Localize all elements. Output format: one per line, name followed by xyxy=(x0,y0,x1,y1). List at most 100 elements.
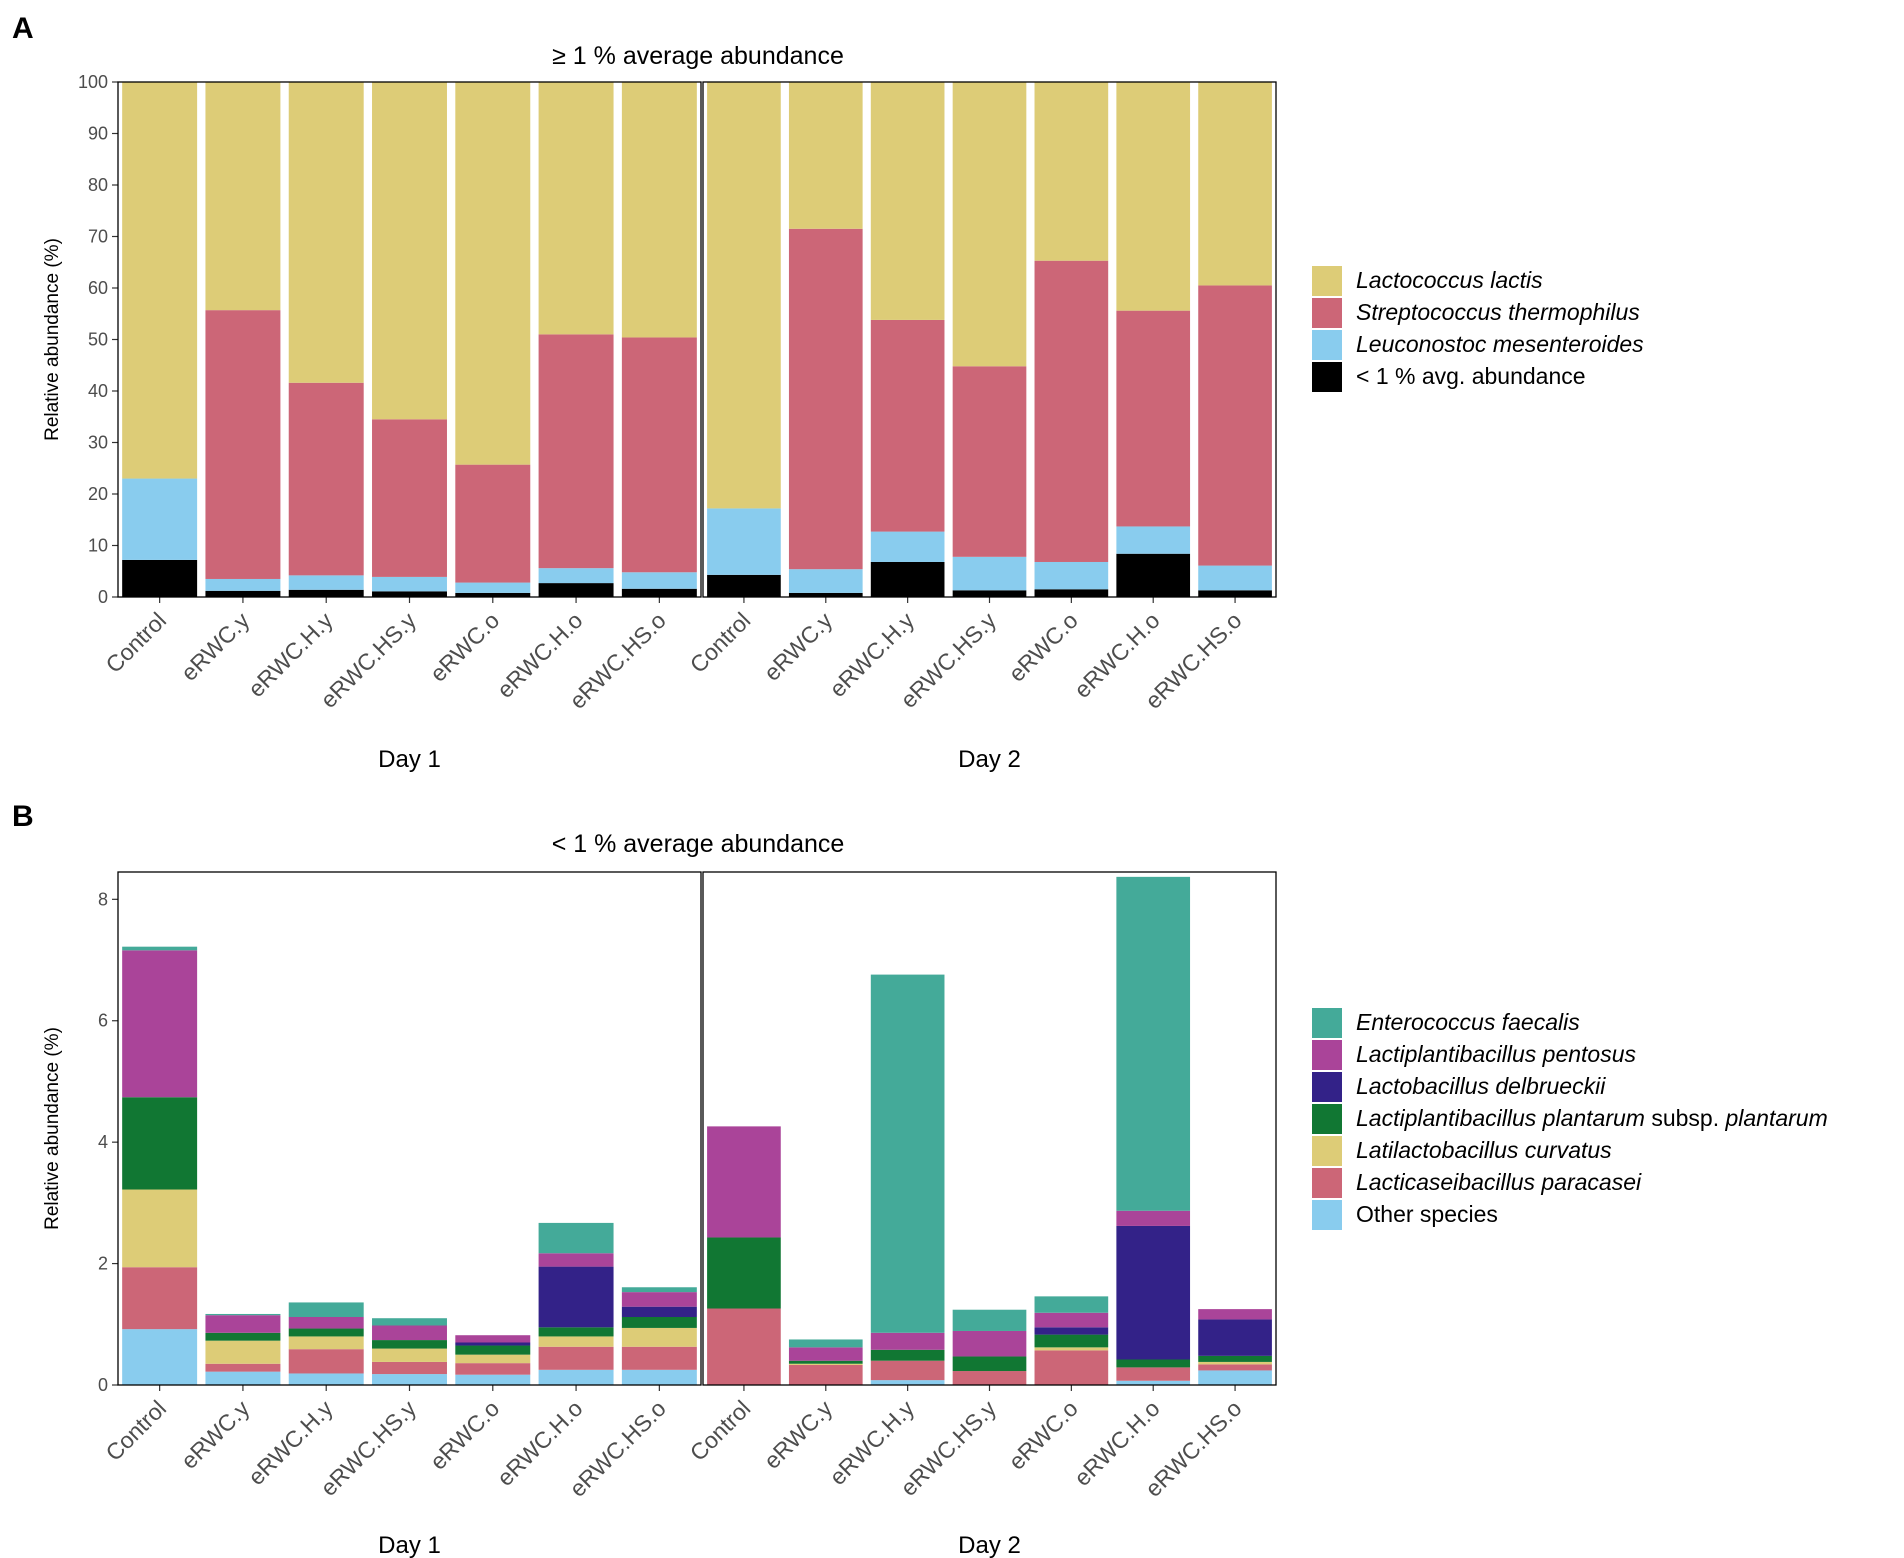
bar-erwc-h-y-lactiplantibacillus-plantarum-subsp-plantarum xyxy=(288,1328,364,1337)
bar-erwc-hs-o-1-avg-abundance xyxy=(1198,590,1272,597)
chart-title: < 1 % average abundance xyxy=(552,830,845,858)
bar-erwc-o-lactococcus-lactis xyxy=(1034,82,1109,261)
legend-swatch xyxy=(1312,1104,1342,1134)
bar-control-leuconostoc-mesenteroides xyxy=(122,478,198,560)
bar-erwc-h-y-1-avg-abundance xyxy=(870,561,945,597)
bar-erwc-y-enterococcus-faecalis xyxy=(205,1313,281,1316)
y-tick-label: 8 xyxy=(98,889,108,909)
bar-erwc-h-o-lactiplantibacillus-pentosus xyxy=(1116,1210,1191,1226)
bar-erwc-h-o-lactobacillus-delbrueckii xyxy=(538,1266,614,1328)
bar-erwc-y-lacticaseibacillus-paracasei xyxy=(205,1363,281,1372)
bar-erwc-hs-o-lacticaseibacillus-paracasei xyxy=(621,1346,697,1370)
legend-entry: Enterococcus faecalis xyxy=(1356,1009,1580,1035)
bar-erwc-hs-o-lactobacillus-delbrueckii xyxy=(621,1306,697,1318)
bar-erwc-o-lacticaseibacillus-paracasei xyxy=(455,1363,531,1375)
bar-erwc-hs-y-streptococcus-thermophilus xyxy=(952,366,1027,557)
y-tick-label: 0 xyxy=(98,1375,108,1395)
bar-erwc-hs-o-1-avg-abundance xyxy=(621,588,697,597)
bar-erwc-hs-y-streptococcus-thermophilus xyxy=(372,419,447,577)
y-tick-label: 0 xyxy=(98,587,108,607)
x-tick-label: eRWC.o xyxy=(1003,1395,1083,1475)
bar-erwc-h-o-other-species xyxy=(538,1369,614,1385)
bar-erwc-o-streptococcus-thermophilus xyxy=(1034,260,1109,562)
x-tick-label: eRWC.y xyxy=(759,607,838,686)
legend-entry: Lactococcus lactis xyxy=(1356,267,1543,293)
y-tick-label: 80 xyxy=(88,175,108,195)
bar-erwc-h-o-streptococcus-thermophilus xyxy=(1116,310,1191,527)
x-tick-label: Control xyxy=(100,1395,171,1466)
bar-erwc-hs-y-leuconostoc-mesenteroides xyxy=(952,556,1027,591)
bar-erwc-hs-o-latilactobacillus-curvatus xyxy=(621,1327,697,1347)
bar-erwc-o-latilactobacillus-curvatus xyxy=(455,1354,531,1364)
legend-swatch xyxy=(1312,1200,1342,1230)
bar-control-enterococcus-faecalis xyxy=(122,946,198,951)
bar-control-lacticaseibacillus-paracasei xyxy=(122,1267,198,1330)
bar-erwc-y-lactiplantibacillus-pentosus xyxy=(205,1315,281,1333)
bar-erwc-o-1-avg-abundance xyxy=(1034,589,1109,597)
bar-erwc-h-o-1-avg-abundance xyxy=(538,583,614,597)
legend-entry: Lacticaseibacillus paracasei xyxy=(1356,1169,1642,1195)
x-tick-label: Control xyxy=(685,607,756,678)
bar-erwc-y-latilactobacillus-curvatus xyxy=(205,1340,281,1364)
bar-erwc-y-1-avg-abundance xyxy=(788,592,863,597)
bar-erwc-hs-y-leuconostoc-mesenteroides xyxy=(372,576,447,592)
chart-title: ≥ 1 % average abundance xyxy=(552,42,844,70)
legend: Lactococcus lactis Streptococcus thermoph… xyxy=(1312,266,1644,392)
bar-erwc-h-y-lactiplantibacillus-plantarum-subsp-plantarum xyxy=(870,1349,945,1361)
facet-frame xyxy=(117,871,702,1386)
bar-erwc-y-1-avg-abundance xyxy=(205,590,281,597)
legend-swatch xyxy=(1312,1136,1342,1166)
legend-entry: Other species xyxy=(1356,1201,1498,1227)
facet-frame xyxy=(117,81,702,598)
bar-erwc-y-streptococcus-thermophilus xyxy=(205,310,281,579)
bar-erwc-hs-y-lactiplantibacillus-plantarum-subsp-plantarum xyxy=(952,1356,1027,1372)
bar-erwc-hs-o-lactobacillus-delbrueckii xyxy=(1198,1319,1272,1356)
bar-erwc-h-y-leuconostoc-mesenteroides xyxy=(288,575,364,590)
y-tick-label: 100 xyxy=(78,72,108,92)
bar-erwc-o-lactococcus-lactis xyxy=(455,82,531,465)
bar-erwc-h-o-lacticaseibacillus-paracasei xyxy=(538,1346,614,1370)
legend-swatch xyxy=(1312,1040,1342,1070)
bar-erwc-o-lacticaseibacillus-paracasei xyxy=(1034,1350,1109,1385)
legend-entry: Latilactobacillus curvatus xyxy=(1356,1137,1612,1163)
panel-b: B < 1 % average abundance Relative abundan… xyxy=(12,800,1828,1558)
y-tick-label: 30 xyxy=(88,433,108,453)
bar-control-lactococcus-lactis xyxy=(707,82,781,509)
legend-swatch xyxy=(1312,266,1342,296)
bar-erwc-hs-y-lacticaseibacillus-paracasei xyxy=(952,1371,1027,1385)
bar-erwc-y-enterococcus-faecalis xyxy=(788,1339,863,1348)
legend-entry: Streptococcus thermophilus xyxy=(1356,299,1640,325)
y-tick-label: 90 xyxy=(88,124,108,144)
bar-erwc-hs-o-streptococcus-thermophilus xyxy=(1198,285,1272,566)
bar-erwc-y-lactiplantibacillus-plantarum-subsp-plantarum xyxy=(788,1360,863,1364)
x-tick-label: eRWC.y xyxy=(176,1395,255,1474)
bar-erwc-h-y-streptococcus-thermophilus xyxy=(288,382,364,576)
facet-frame xyxy=(702,81,1277,598)
bar-erwc-y-other-species xyxy=(205,1371,281,1385)
bar-erwc-y-latilactobacillus-curvatus xyxy=(788,1363,863,1365)
bar-erwc-h-o-1-avg-abundance xyxy=(1116,553,1191,597)
bar-erwc-h-o-latilactobacillus-curvatus xyxy=(538,1336,614,1347)
x-tick-label: eRWC.y xyxy=(176,607,255,686)
bar-erwc-hs-y-lactococcus-lactis xyxy=(372,82,447,420)
bar-erwc-h-y-latilactobacillus-curvatus xyxy=(288,1336,364,1350)
facet-label: Day 1 xyxy=(378,1532,441,1558)
bar-erwc-hs-y-lactiplantibacillus-plantarum-subsp-plantarum xyxy=(372,1340,447,1349)
bar-erwc-h-y-lactiplantibacillus-pentosus xyxy=(288,1317,364,1329)
bar-control-lactococcus-lactis xyxy=(122,82,198,479)
bar-control-1-avg-abundance xyxy=(707,574,781,597)
facet-label: Day 2 xyxy=(958,1532,1021,1558)
bar-erwc-hs-o-other-species xyxy=(621,1369,697,1385)
y-axis-label: Relative abundance (%) xyxy=(42,1027,63,1230)
legend-entry: Leuconostoc mesenteroides xyxy=(1356,331,1644,357)
bar-erwc-h-o-lactiplantibacillus-plantarum-subsp-plantarum xyxy=(1116,1359,1191,1368)
bar-erwc-hs-y-1-avg-abundance xyxy=(372,591,447,597)
bar-erwc-o-lactiplantibacillus-plantarum-subsp-plantarum xyxy=(455,1345,531,1355)
bar-erwc-h-o-lacticaseibacillus-paracasei xyxy=(1116,1367,1191,1381)
bar-erwc-o-lactiplantibacillus-pentosus xyxy=(1034,1312,1109,1328)
bar-erwc-h-y-enterococcus-faecalis xyxy=(288,1302,364,1318)
